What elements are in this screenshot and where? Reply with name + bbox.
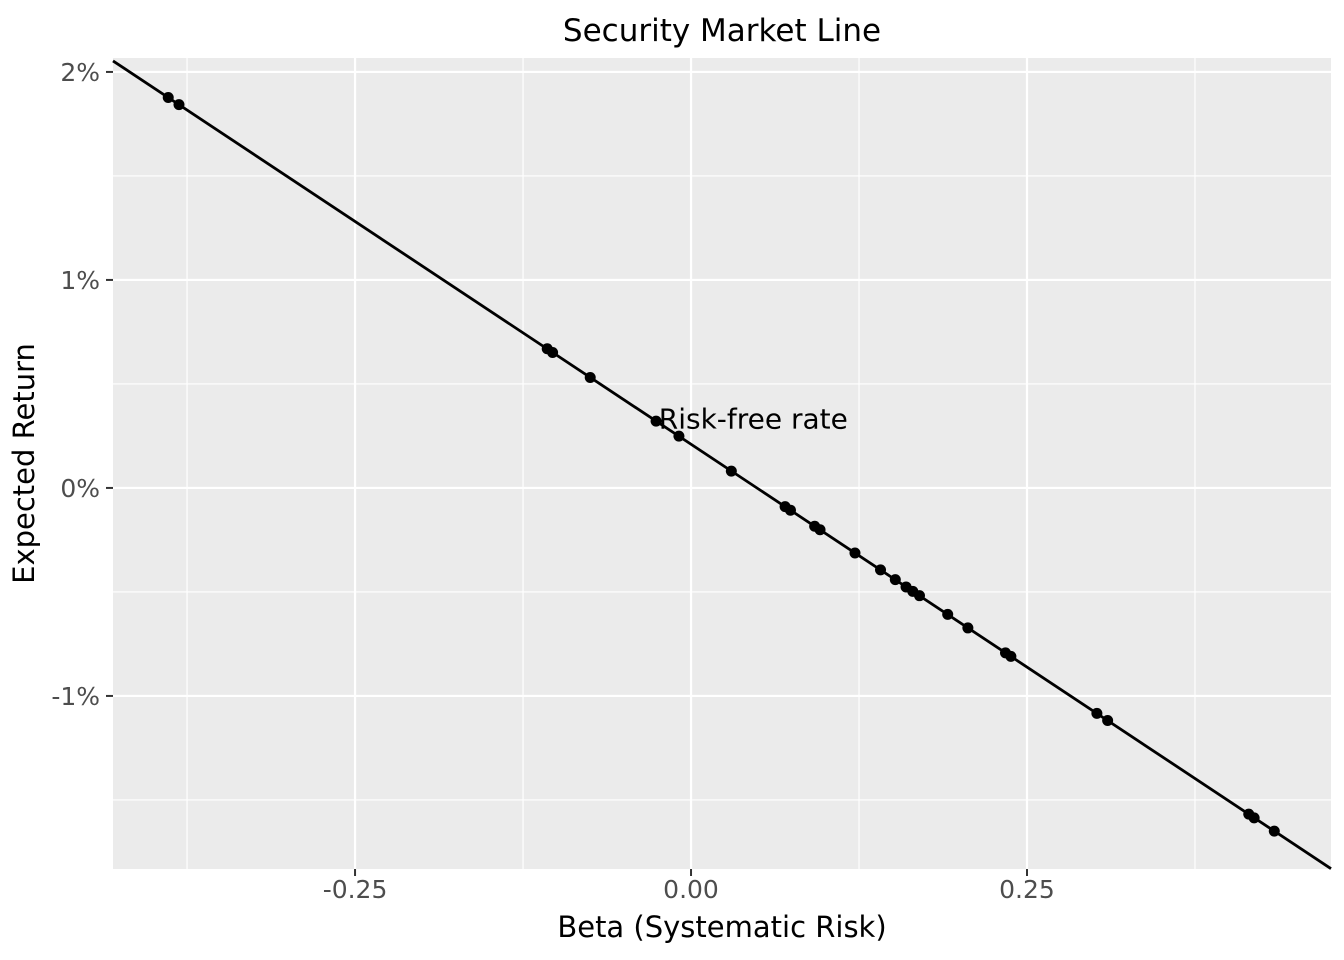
data-point xyxy=(1268,825,1280,837)
grid-minor-lines xyxy=(113,58,1331,869)
data-point xyxy=(962,622,974,634)
data-point xyxy=(1102,714,1114,726)
y-tick-label: 2% xyxy=(60,58,100,87)
x-tick-label: -0.25 xyxy=(323,875,388,904)
axis-tick-marks xyxy=(106,70,1029,876)
data-point xyxy=(1091,707,1103,719)
data-point xyxy=(725,465,737,477)
data-point xyxy=(849,547,861,559)
x-tick-label: 0.25 xyxy=(999,875,1055,904)
data-point xyxy=(814,524,826,536)
data-point xyxy=(913,590,925,602)
data-point xyxy=(162,92,174,104)
scatter-points xyxy=(162,92,1280,837)
x-axis-title: Beta (Systematic Risk) xyxy=(557,910,886,944)
data-point xyxy=(173,99,185,111)
data-point xyxy=(650,415,662,427)
sml-line-layer xyxy=(112,59,1332,870)
x-tick-label: 0.00 xyxy=(663,875,719,904)
data-point xyxy=(889,574,901,586)
y-tick-label: 1% xyxy=(60,266,100,295)
sml-line xyxy=(112,59,1332,870)
y-axis-title: Expected Return xyxy=(7,343,41,584)
data-point xyxy=(942,608,954,620)
data-point xyxy=(547,347,559,359)
plot-title: Security Market Line xyxy=(563,13,881,49)
grid-major-lines xyxy=(113,58,1331,869)
data-point xyxy=(584,371,596,383)
data-point xyxy=(875,564,887,576)
data-point xyxy=(1248,812,1260,824)
data-point xyxy=(1005,650,1017,662)
data-point xyxy=(673,430,685,442)
risk-free-rate-annotation: Risk-free rate xyxy=(659,402,848,435)
data-point xyxy=(784,504,796,516)
y-tick-label: -1% xyxy=(51,682,100,711)
axis-tick-labels: -0.25 0.00 0.25 2% 1% 0% -1% xyxy=(51,58,1055,904)
y-tick-label: 0% xyxy=(60,474,100,503)
